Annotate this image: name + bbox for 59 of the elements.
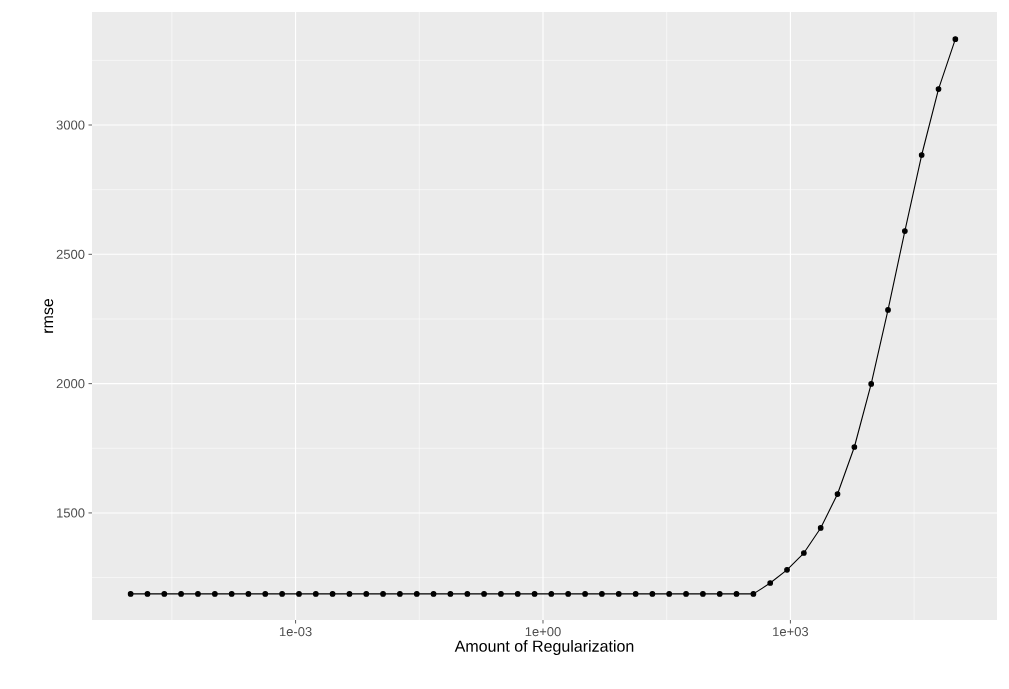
point: [144, 591, 151, 597]
x-axis-title: Amount of Regularization: [454, 640, 634, 655]
point: [127, 591, 134, 597]
point: [817, 525, 824, 531]
point: [851, 444, 858, 450]
point: [228, 591, 235, 597]
point: [615, 591, 622, 597]
point: [245, 591, 252, 597]
point: [918, 152, 925, 158]
point: [801, 550, 807, 556]
point: [464, 591, 471, 597]
point: [346, 591, 353, 597]
point: [666, 591, 673, 597]
x-tick-label: 1e+03: [773, 627, 809, 637]
y-tick-label: 2500: [56, 249, 85, 259]
y-tick-label: 2000: [56, 379, 85, 389]
point: [565, 591, 572, 597]
y-tick-label: 3000: [56, 120, 85, 130]
y-tick-label: 1500: [57, 508, 85, 518]
point: [363, 591, 370, 597]
point: [380, 591, 386, 597]
point: [902, 228, 908, 234]
point: [397, 591, 403, 597]
point: [514, 591, 521, 597]
point: [885, 307, 891, 313]
point: [834, 491, 841, 497]
point: [649, 591, 656, 597]
point: [296, 591, 302, 597]
y-axis-title: rmse: [44, 298, 54, 333]
point: [531, 591, 538, 597]
point: [195, 591, 201, 597]
point: [868, 381, 875, 387]
point: [599, 591, 605, 597]
point: [329, 591, 336, 597]
point: [582, 591, 588, 597]
point: [733, 591, 740, 597]
point: [750, 591, 757, 597]
point: [481, 591, 487, 597]
point: [784, 566, 790, 573]
point: [498, 591, 504, 597]
point: [262, 591, 269, 597]
point: [447, 591, 454, 597]
point: [279, 591, 285, 597]
point: [312, 591, 319, 597]
point: [161, 591, 168, 597]
point: [632, 591, 639, 597]
point: [683, 591, 689, 597]
x-tick-label: 1e+00: [525, 627, 561, 637]
point: [935, 86, 942, 92]
point: [700, 591, 706, 597]
point: [548, 591, 555, 597]
point: [430, 591, 437, 597]
point: [178, 591, 184, 597]
x-tick-label: 1e-03: [279, 627, 312, 637]
point: [952, 36, 959, 42]
point: [413, 591, 420, 597]
point: [716, 591, 723, 597]
point: [212, 591, 218, 597]
point: [767, 580, 774, 586]
